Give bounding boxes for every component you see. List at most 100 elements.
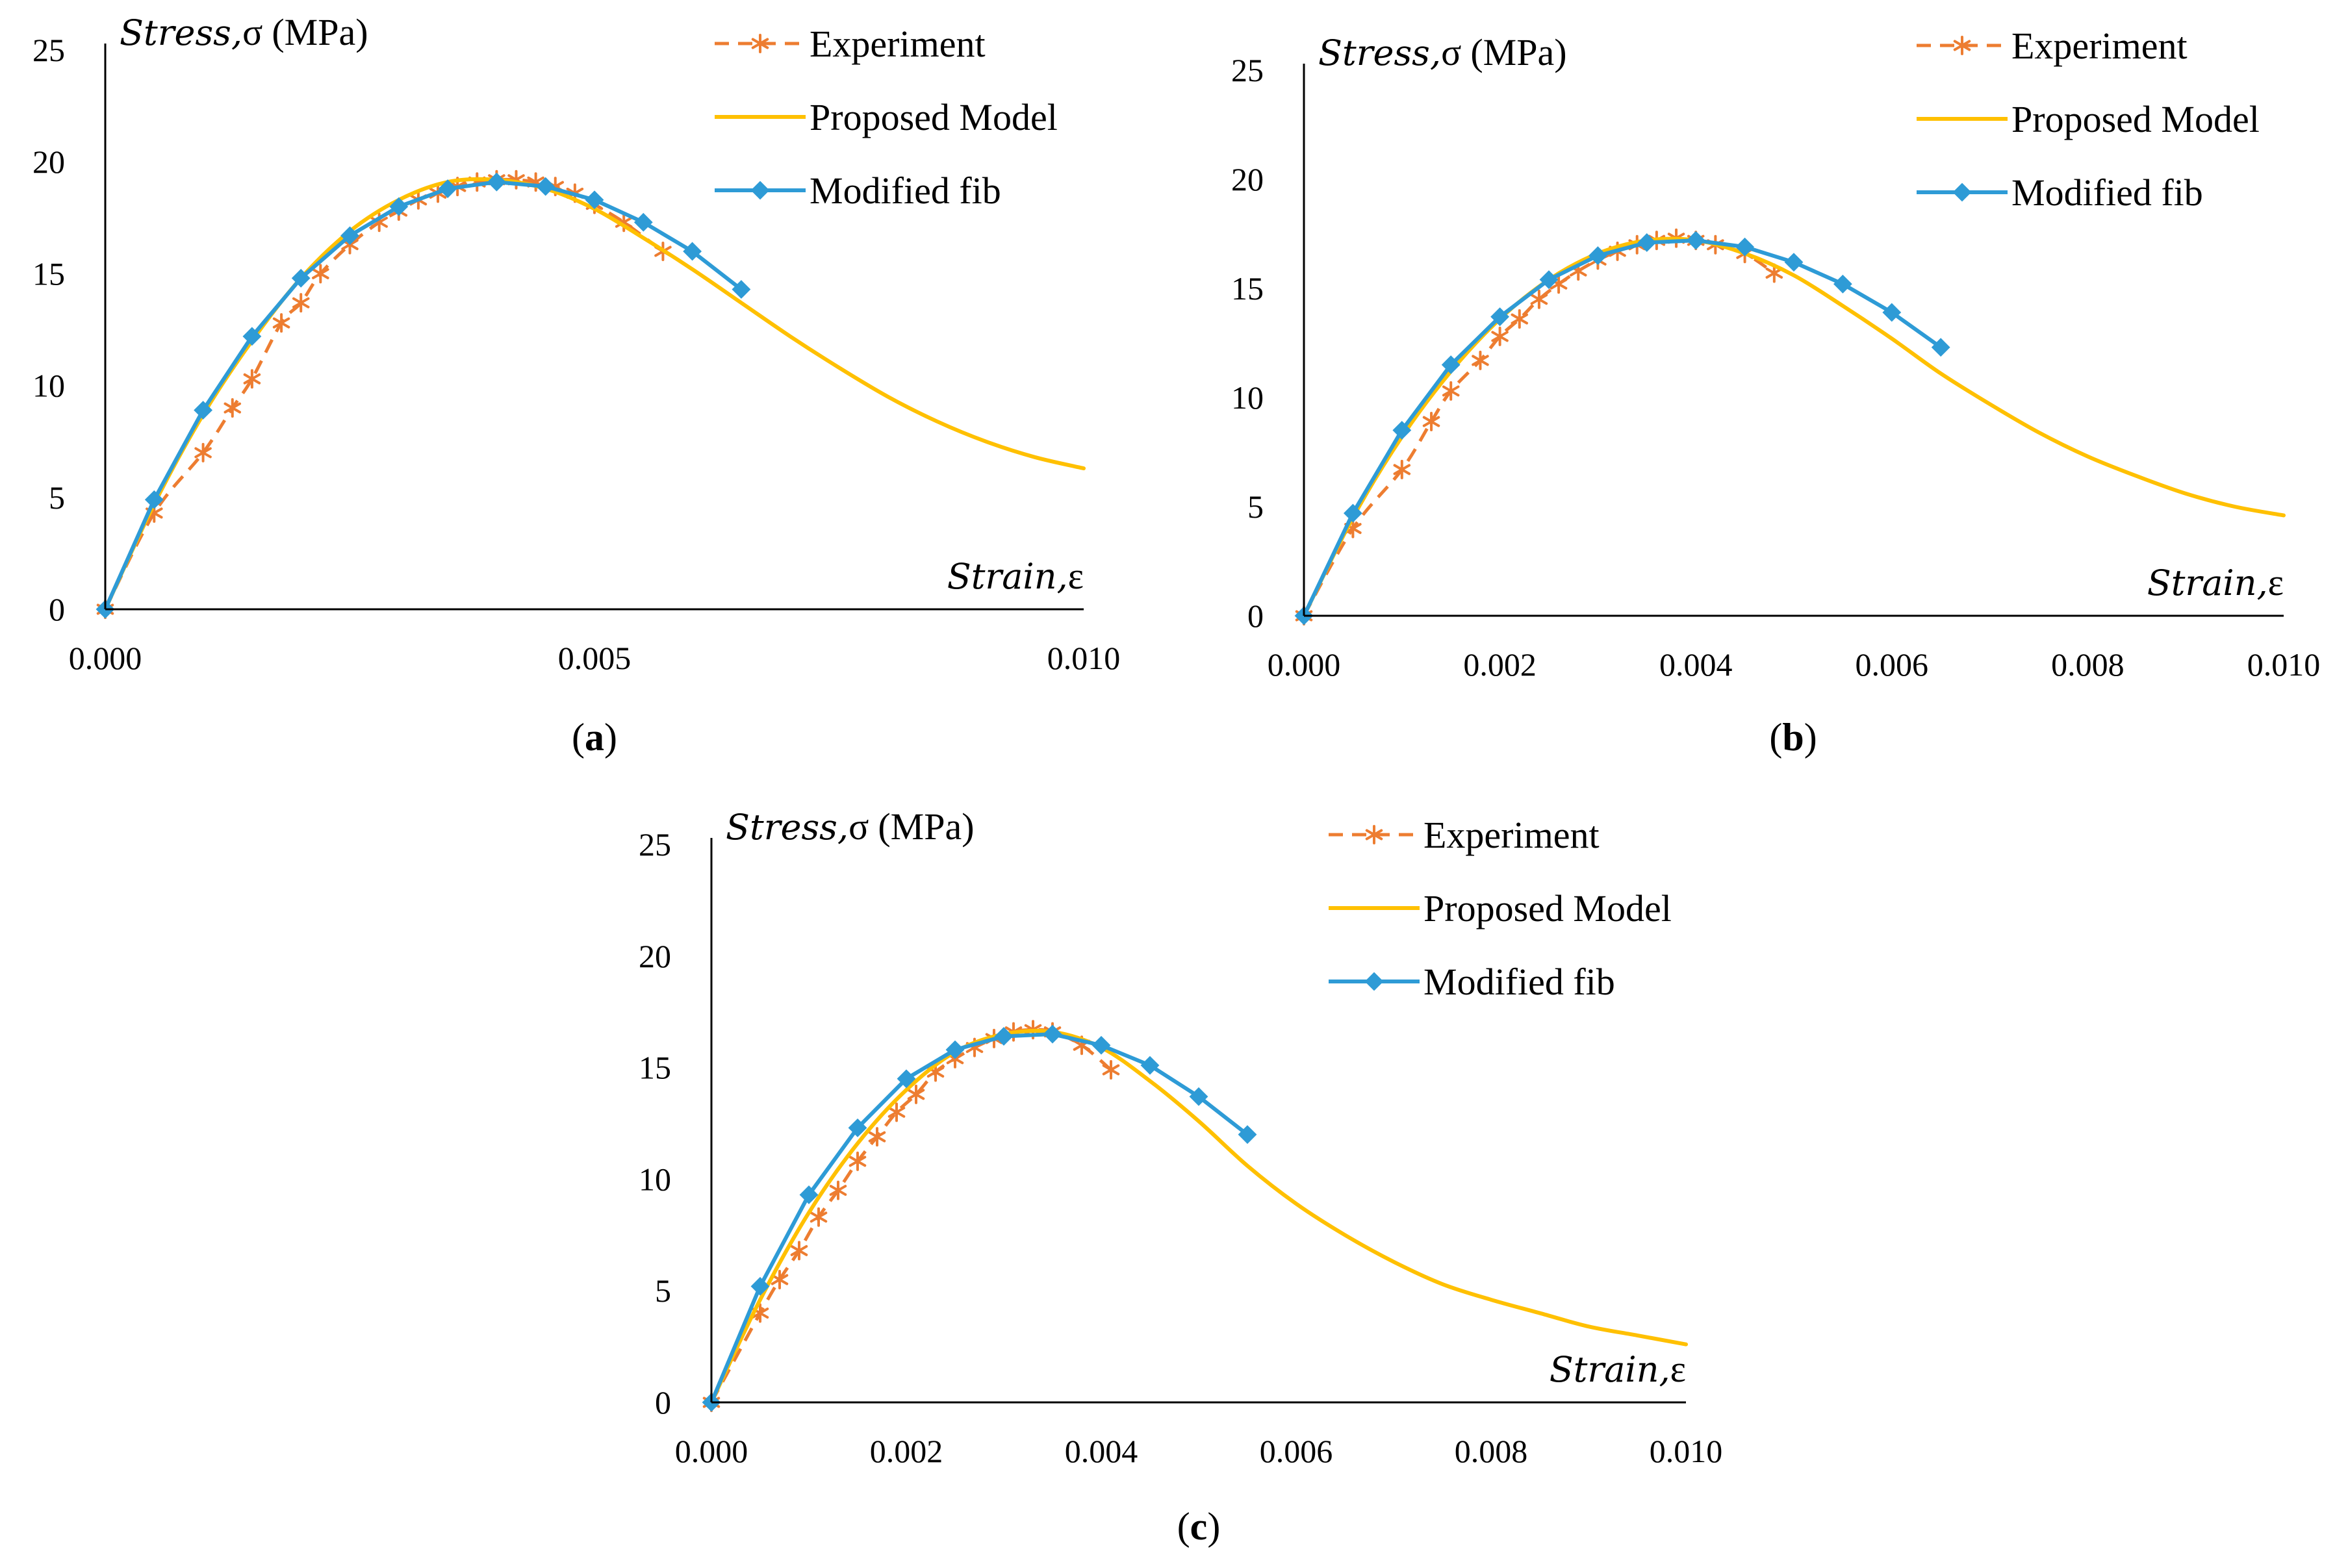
y-tick-label: 25 xyxy=(639,826,671,863)
x-tick-label: 0.008 xyxy=(1455,1433,1528,1469)
x-tick-label: 0.004 xyxy=(1659,646,1733,683)
legend-c: Experiment Proposed Model Modified fib xyxy=(1329,814,1672,1003)
y-axis-title-word: Stress, xyxy=(1318,32,1441,73)
fib-point xyxy=(945,1040,965,1059)
panel-label-close: ) xyxy=(1804,716,1817,759)
legend-item-experiment: Experiment xyxy=(1917,25,2188,67)
legend-label-proposed: Proposed Model xyxy=(2011,98,2260,140)
legend-label-experiment: Experiment xyxy=(1423,814,1600,856)
experiment-point xyxy=(1530,289,1548,309)
legend-item-proposed: Proposed Model xyxy=(1329,887,1672,929)
y-axis-title-a: Stress,σ (MPa) xyxy=(120,11,368,53)
experiment-point xyxy=(1491,326,1509,346)
legend-item-proposed: Proposed Model xyxy=(1917,98,2260,140)
y-tick-label: 5 xyxy=(49,479,65,516)
series-line-fib xyxy=(709,1032,1249,1404)
legend-label-fib: Modified fib xyxy=(810,170,1001,212)
panel-b: 0 5 10 15 20 25 0.000 0.002 0.004 0.006 0.008 0.01… xyxy=(1231,25,2320,759)
series-line-proposed xyxy=(103,177,1086,611)
fib-point xyxy=(1441,355,1461,375)
y-axis-title-symbol: σ xyxy=(1441,31,1461,73)
experiment-point xyxy=(849,1151,867,1171)
fib-point xyxy=(585,190,604,210)
fib-point xyxy=(1931,338,1950,357)
series-layer-a xyxy=(96,170,1086,619)
y-tick-label: 5 xyxy=(1247,488,1264,525)
y-tick-label: 15 xyxy=(32,255,65,292)
fib-point xyxy=(144,490,164,509)
panel-label-open: ( xyxy=(572,716,585,759)
fib-point xyxy=(633,212,653,232)
experiment-point xyxy=(887,1102,906,1122)
series-line-proposed xyxy=(709,1028,1688,1404)
x-tick-label: 0.000 xyxy=(1268,646,1341,683)
legend-marker-star xyxy=(751,34,769,53)
x-tick-label: 0.010 xyxy=(1047,640,1121,676)
fib-point xyxy=(1490,307,1510,327)
panel-label-a: (a) xyxy=(572,716,617,759)
legend-item-experiment: Experiment xyxy=(1329,814,1600,856)
fib-point xyxy=(1392,420,1412,440)
y-axis-title-symbol: σ xyxy=(849,805,869,848)
fib-point xyxy=(194,401,213,420)
fib-point xyxy=(750,1276,770,1296)
y-ticks-a: 0 5 10 15 20 25 xyxy=(32,32,65,627)
panel-label-letter: a xyxy=(585,716,604,759)
fib-point xyxy=(1043,1024,1062,1044)
experiment-point xyxy=(223,398,242,418)
legend-item-fib: Modified fib xyxy=(1329,961,1615,1003)
fib-point xyxy=(1686,231,1705,250)
y-tick-label: 10 xyxy=(639,1161,671,1197)
fib-point xyxy=(732,280,751,299)
y-tick-label: 5 xyxy=(655,1272,671,1309)
x-tick-label: 0.010 xyxy=(2247,646,2321,683)
y-tick-label: 10 xyxy=(1231,379,1264,416)
x-tick-label: 0.000 xyxy=(69,640,142,676)
experiment-point xyxy=(312,264,329,284)
fib-point xyxy=(799,1185,819,1204)
x-ticks-b: 0.000 0.002 0.004 0.006 0.008 0.010 xyxy=(1268,646,2321,683)
experiment-point xyxy=(1442,381,1460,401)
x-tick-label: 0.005 xyxy=(558,640,632,676)
y-tick-label: 20 xyxy=(1231,161,1264,197)
y-tick-label: 0 xyxy=(49,591,65,627)
panel-label-close: ) xyxy=(604,716,617,759)
legend-marker-star xyxy=(1953,36,1971,55)
fib-point xyxy=(536,177,555,196)
legend-item-experiment: Experiment xyxy=(715,23,986,65)
x-tick-label: 0.004 xyxy=(1065,1433,1138,1469)
experiment-point xyxy=(243,369,261,389)
fib-point xyxy=(1735,237,1755,257)
panel-label-letter: c xyxy=(1190,1505,1208,1548)
experiment-point xyxy=(1422,411,1440,431)
legend-b: Experiment Proposed Model Modified fib xyxy=(1917,25,2260,214)
y-axis-title-unit: (MPa) xyxy=(878,805,974,848)
legend-label-experiment: Experiment xyxy=(810,23,986,65)
y-tick-label: 20 xyxy=(639,938,671,974)
y-tick-label: 10 xyxy=(32,368,65,404)
experiment-point xyxy=(1472,350,1489,370)
fib-point xyxy=(1882,303,1902,322)
y-axis-title-c: Stress,σ (MPa) xyxy=(726,805,975,848)
legend-label-proposed: Proposed Model xyxy=(810,96,1058,138)
x-axis-title-b: Strain,ε xyxy=(2147,561,2284,603)
experiment-point xyxy=(868,1127,886,1147)
x-axis-title-word: Strain, xyxy=(2147,563,2268,603)
x-tick-label: 0.006 xyxy=(1856,646,1929,683)
legend-marker-diamond xyxy=(750,181,770,200)
series-layer-b xyxy=(1294,228,2286,626)
x-axis-title-symbol: ε xyxy=(1068,555,1084,597)
y-axis-title-word: Stress, xyxy=(120,12,242,53)
experiment-point xyxy=(771,1270,789,1290)
x-ticks-c: 0.000 0.002 0.004 0.006 0.008 0.010 xyxy=(675,1433,1723,1469)
fib-point xyxy=(683,242,702,261)
series-line-experiment xyxy=(103,177,664,611)
panel-label-letter: b xyxy=(1782,716,1804,759)
y-tick-label: 15 xyxy=(1231,270,1264,307)
series-line-proposed xyxy=(1302,236,2286,618)
x-axis-title-symbol: ε xyxy=(1670,1348,1686,1390)
legend-item-fib: Modified fib xyxy=(1917,171,2203,214)
fib-point xyxy=(389,197,409,216)
x-tick-label: 0.002 xyxy=(1463,646,1537,683)
